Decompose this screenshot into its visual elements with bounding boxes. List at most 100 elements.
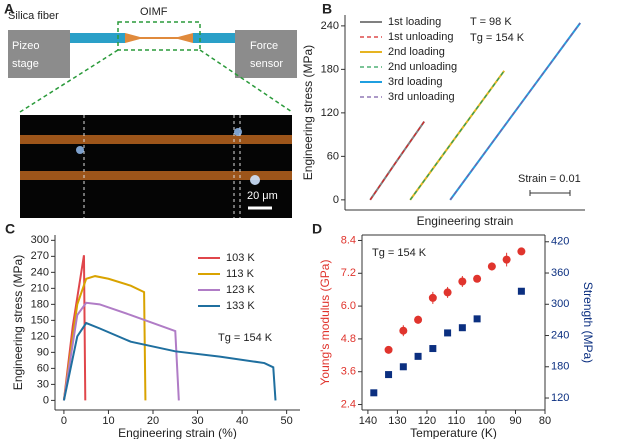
x-axis-title: Engineering strain	[417, 214, 514, 228]
x-tick-label: 140	[359, 415, 377, 427]
y-tick-label: 4.8	[341, 333, 356, 345]
y-tick-label: 6.0	[341, 300, 356, 312]
y-tick-label: 150	[31, 314, 49, 326]
legend-label: 1st loading	[388, 16, 441, 28]
x-axis-title: Engineering strain (%)	[118, 426, 237, 439]
legend-label: 133 K	[226, 300, 255, 312]
fiber-label: Silica fiber	[8, 10, 59, 22]
point	[443, 288, 452, 297]
series-line	[62, 301, 180, 401]
y-tick-label: 210	[31, 282, 49, 294]
point	[458, 324, 466, 332]
legend-label: 123 K	[226, 284, 255, 296]
stage-label: Pizeo	[12, 40, 40, 52]
y-tick-label: 3.6	[341, 366, 356, 378]
point	[428, 293, 437, 302]
oimf-label: OIMF	[140, 6, 168, 18]
panel-label: C	[5, 221, 15, 237]
y2-tick-label: 360	[551, 267, 569, 279]
point	[384, 345, 393, 354]
annotation: Tg = 154 K	[218, 332, 273, 344]
spot	[76, 146, 84, 154]
x-axis-title: Temperature (K)	[410, 426, 497, 439]
point	[473, 315, 481, 323]
y-tick-label: 8.4	[341, 234, 356, 246]
point	[502, 255, 511, 264]
fiber-right	[193, 33, 235, 43]
scale-label: Strain = 0.01	[518, 173, 581, 185]
point	[414, 352, 422, 360]
y-tick-label: 240	[321, 20, 339, 32]
series-line	[62, 321, 277, 401]
point	[429, 345, 437, 353]
y-axis-title: Engineering stress (MPa)	[301, 45, 315, 180]
x-tick-label: 90	[509, 415, 521, 427]
stage-box	[8, 30, 70, 78]
point	[370, 389, 378, 397]
point	[473, 274, 482, 283]
y-tick-label: 270	[31, 250, 49, 262]
legend-label: 3rd unloading	[388, 91, 455, 103]
x-tick-label: 40	[236, 415, 248, 427]
x-tick-label: 30	[191, 415, 203, 427]
zoom-box	[117, 21, 201, 51]
x-tick-label: 100	[477, 415, 495, 427]
scale-bar	[529, 190, 571, 196]
legend-label: 3rd loading	[388, 76, 442, 88]
point	[414, 315, 423, 324]
point	[444, 329, 452, 337]
legend-label: 103 K	[226, 252, 255, 264]
panel-label: A	[4, 1, 14, 17]
legend-label: 113 K	[226, 268, 255, 280]
spot	[234, 128, 242, 136]
y2-tick-label: 420	[551, 236, 569, 248]
point	[385, 371, 393, 379]
y-tick-label: 90	[37, 346, 49, 358]
y-tick-label: 180	[321, 63, 339, 75]
y2-tick-label: 120	[551, 392, 569, 404]
y-tick-label: 0	[333, 194, 339, 206]
fiber-left	[70, 33, 125, 43]
annotation: T = 98 K	[470, 16, 512, 28]
y2-axis-title: Strength (MPa)	[581, 282, 595, 363]
taper	[125, 33, 193, 43]
sensor-label: sensor	[250, 58, 283, 70]
y-tick-label: 120	[31, 330, 49, 342]
x-tick-label: 80	[539, 415, 551, 427]
x-tick-label: 10	[102, 415, 114, 427]
legend-label: 1st unloading	[388, 31, 453, 43]
x-tick-label: 110	[448, 415, 466, 427]
y-axis-title: Engineering stress (MPa)	[11, 255, 25, 390]
panel-a: A Silica fiber OIMF Pizeo stage Force se…	[4, 1, 297, 218]
point	[399, 326, 408, 335]
x-tick-label: 20	[147, 415, 159, 427]
micrograph	[20, 115, 292, 218]
point	[399, 363, 407, 371]
annotation: Tg = 154 K	[372, 247, 427, 259]
y-tick-label: 60	[37, 362, 49, 374]
series-line	[62, 275, 147, 401]
fiber-image	[20, 135, 292, 144]
x-tick-label: 120	[418, 415, 436, 427]
y-tick-label: 7.2	[341, 267, 356, 279]
x-tick-label: 0	[61, 415, 67, 427]
point	[517, 287, 525, 295]
y-tick-label: 180	[31, 298, 49, 310]
stage-label: stage	[12, 58, 39, 70]
y2-tick-label: 240	[551, 329, 569, 341]
spot	[250, 175, 260, 185]
y2-tick-label: 300	[551, 298, 569, 310]
x-tick-label: 130	[388, 415, 406, 427]
point	[487, 262, 496, 271]
y-tick-label: 2.4	[341, 398, 356, 410]
point	[458, 277, 467, 286]
annotation: Tg = 154 K	[470, 32, 525, 44]
sensor-box	[235, 30, 297, 78]
legend-label: 2nd unloading	[388, 61, 457, 73]
scale-label: 20 μm	[247, 190, 278, 202]
x-tick-label: 50	[281, 415, 293, 427]
series-line	[449, 22, 581, 201]
sensor-label: Force	[250, 40, 278, 52]
panel-label: B	[322, 1, 332, 17]
